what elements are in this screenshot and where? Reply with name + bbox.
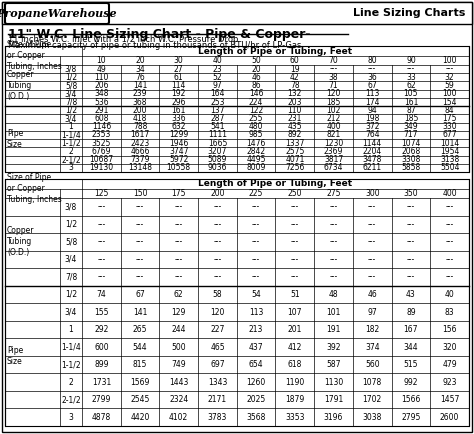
Text: ---: --- xyxy=(446,273,454,281)
Text: 1/2: 1/2 xyxy=(65,106,77,115)
Text: 36: 36 xyxy=(367,73,377,82)
Text: 1078: 1078 xyxy=(363,378,382,387)
Text: 7379: 7379 xyxy=(130,155,150,164)
Text: 1130: 1130 xyxy=(324,378,343,387)
Text: 3038: 3038 xyxy=(363,413,382,422)
Text: 200: 200 xyxy=(133,106,147,115)
FancyBboxPatch shape xyxy=(2,2,472,24)
Text: ---: --- xyxy=(329,237,337,247)
Text: 38: 38 xyxy=(329,73,338,82)
Text: 200: 200 xyxy=(210,189,225,198)
Text: ---: --- xyxy=(213,237,221,247)
Text: 899: 899 xyxy=(94,360,109,369)
Text: 4666: 4666 xyxy=(130,147,150,156)
Text: 764: 764 xyxy=(365,131,380,139)
Text: 1-1/2: 1-1/2 xyxy=(61,139,81,148)
Text: 392: 392 xyxy=(326,342,341,352)
Text: 291: 291 xyxy=(94,106,109,115)
Text: ---: --- xyxy=(407,273,415,281)
Text: 541: 541 xyxy=(210,122,225,131)
Text: ---: --- xyxy=(329,202,337,211)
Text: ---: --- xyxy=(252,202,260,211)
Text: ---: --- xyxy=(174,237,183,247)
Text: 5/8: 5/8 xyxy=(65,81,77,90)
Text: 255: 255 xyxy=(249,114,264,123)
Text: 33: 33 xyxy=(406,73,416,82)
Text: Length of Pipe or Tubing, Feet: Length of Pipe or Tubing, Feet xyxy=(199,46,353,56)
Text: 1617: 1617 xyxy=(130,131,150,139)
Text: 40: 40 xyxy=(445,290,455,299)
Text: 1/2: 1/2 xyxy=(65,73,77,82)
Text: 10687: 10687 xyxy=(89,155,113,164)
Text: 815: 815 xyxy=(133,360,147,369)
Text: 212: 212 xyxy=(327,114,341,123)
Text: 3: 3 xyxy=(69,413,73,422)
Text: 320: 320 xyxy=(442,342,457,352)
Text: ---: --- xyxy=(407,255,415,264)
Text: ---: --- xyxy=(213,255,221,264)
Text: 1111: 1111 xyxy=(208,131,227,139)
Text: 125: 125 xyxy=(94,189,109,198)
Text: 244: 244 xyxy=(172,325,186,334)
Text: 87: 87 xyxy=(406,106,416,115)
Text: 2025: 2025 xyxy=(246,395,266,404)
Text: 97: 97 xyxy=(367,308,377,316)
Text: 587: 587 xyxy=(326,360,341,369)
Text: 1260: 1260 xyxy=(246,378,266,387)
Text: 8009: 8009 xyxy=(246,163,266,172)
Text: 198: 198 xyxy=(365,114,380,123)
Text: 2600: 2600 xyxy=(440,413,459,422)
Text: 2068: 2068 xyxy=(401,147,420,156)
Text: 544: 544 xyxy=(133,342,147,352)
Text: 61: 61 xyxy=(174,73,183,82)
Text: 137: 137 xyxy=(210,106,225,115)
Text: 2795: 2795 xyxy=(401,413,420,422)
Text: ---: --- xyxy=(252,237,260,247)
Text: 372: 372 xyxy=(365,122,380,131)
Text: 94: 94 xyxy=(367,106,377,115)
Text: 185: 185 xyxy=(327,98,341,106)
Text: ---: --- xyxy=(97,237,106,247)
Text: 86: 86 xyxy=(251,81,261,90)
Text: 2: 2 xyxy=(69,378,73,387)
Text: 27: 27 xyxy=(174,65,183,74)
Text: 6734: 6734 xyxy=(324,163,343,172)
Text: 677: 677 xyxy=(442,131,457,139)
Text: ---: --- xyxy=(446,202,454,211)
Text: 4102: 4102 xyxy=(169,413,188,422)
Text: 3/4: 3/4 xyxy=(65,114,77,123)
Text: 105: 105 xyxy=(404,89,418,99)
FancyBboxPatch shape xyxy=(5,3,109,24)
Text: 213: 213 xyxy=(249,325,264,334)
Text: 1146: 1146 xyxy=(92,122,111,131)
Text: 821: 821 xyxy=(327,131,341,139)
Text: 102: 102 xyxy=(327,106,341,115)
Text: 3/8: 3/8 xyxy=(65,202,77,211)
Text: 224: 224 xyxy=(249,98,264,106)
Text: 20: 20 xyxy=(135,56,145,65)
Text: 1879: 1879 xyxy=(285,395,304,404)
Text: 7/8: 7/8 xyxy=(65,273,77,281)
Text: 4071: 4071 xyxy=(285,155,304,164)
Text: 1343: 1343 xyxy=(208,378,227,387)
Text: ---: --- xyxy=(213,273,221,281)
Text: 2423: 2423 xyxy=(130,139,150,148)
Text: 161: 161 xyxy=(172,106,186,115)
Text: 34: 34 xyxy=(135,65,145,74)
Text: 1457: 1457 xyxy=(440,395,459,404)
Text: 3207: 3207 xyxy=(208,147,227,156)
Text: 141: 141 xyxy=(133,81,147,90)
Text: ---: --- xyxy=(252,273,260,281)
Text: 985: 985 xyxy=(249,131,264,139)
Text: 51: 51 xyxy=(290,290,300,299)
Text: ---: --- xyxy=(174,273,183,281)
Text: 3817: 3817 xyxy=(324,155,343,164)
Text: 632: 632 xyxy=(172,122,186,131)
Text: 74: 74 xyxy=(97,290,106,299)
Text: 2799: 2799 xyxy=(91,395,111,404)
Text: 175: 175 xyxy=(172,189,186,198)
Text: 500: 500 xyxy=(172,342,186,352)
Text: 618: 618 xyxy=(288,360,302,369)
Text: 132: 132 xyxy=(288,89,302,99)
